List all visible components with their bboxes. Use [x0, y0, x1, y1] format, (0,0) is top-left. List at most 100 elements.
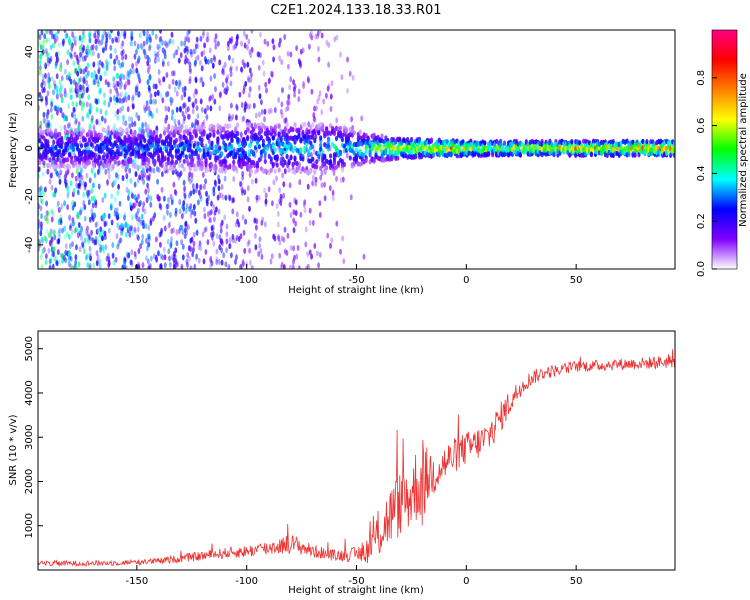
- heat-speckle: [73, 201, 77, 208]
- heat-speckle: [127, 189, 131, 196]
- heat-speckle: [145, 237, 148, 244]
- heat-speckle: [80, 235, 83, 242]
- heat-speckle: [82, 34, 86, 41]
- heat-speckle: [130, 30, 134, 37]
- heat-speckle: [126, 164, 129, 171]
- heat-band-cell: [147, 158, 151, 164]
- heat-speckle: [171, 169, 175, 176]
- heat-band-cell: [309, 169, 313, 175]
- heat-speckle: [130, 249, 134, 256]
- heat-band-cell: [135, 145, 139, 151]
- heat-band-cell: [125, 127, 129, 133]
- heat-speckle: [227, 264, 231, 269]
- heat-speckle: [68, 250, 71, 257]
- heat-speckle: [136, 43, 140, 50]
- heat-speckle: [92, 262, 96, 269]
- heat-band-cell: [321, 149, 325, 155]
- heat-band-cell: [265, 146, 269, 152]
- heat-band-cell: [297, 133, 301, 139]
- heat-band-cell: [483, 140, 487, 146]
- heat-speckle: [128, 123, 132, 129]
- heat-speckle: [148, 87, 152, 94]
- heat-band-cell: [210, 140, 214, 146]
- heat-speckle: [194, 59, 197, 66]
- heat-band-cell: [131, 147, 135, 153]
- heat-speckle: [40, 221, 43, 228]
- heat-speckle: [88, 37, 92, 44]
- heat-speckle: [163, 225, 167, 232]
- heat-speckle: [230, 252, 233, 259]
- heat-band-cell: [319, 135, 323, 141]
- heat-speckle: [51, 33, 54, 40]
- heat-speckle: [90, 208, 94, 215]
- heat-speckle: [342, 258, 346, 265]
- heat-speckle: [101, 214, 105, 221]
- heat-speckle: [266, 40, 270, 47]
- heat-speckle: [68, 214, 71, 221]
- heat-speckle: [113, 58, 117, 65]
- heat-speckle: [257, 51, 260, 58]
- heat-speckle: [156, 51, 160, 58]
- heat-speckle: [63, 200, 66, 207]
- heat-band-cell: [123, 153, 127, 159]
- heat-band-cell: [54, 159, 58, 166]
- heat-speckle: [149, 195, 153, 202]
- heat-band-cell: [271, 135, 275, 141]
- heat-speckle: [98, 247, 102, 254]
- heat-speckle: [145, 34, 149, 41]
- heat-speckle: [161, 171, 164, 178]
- heat-speckle: [82, 77, 85, 83]
- heat-speckle: [205, 36, 209, 43]
- y-tick-label: 1000: [24, 513, 35, 538]
- heat-speckle: [96, 77, 100, 84]
- heat-speckle: [319, 174, 323, 181]
- heat-band-cell: [269, 125, 273, 131]
- heat-speckle: [291, 263, 295, 269]
- heat-speckle: [247, 104, 251, 110]
- heat-speckle: [94, 221, 98, 228]
- heat-speckle: [192, 204, 196, 211]
- heat-speckle: [57, 30, 60, 34]
- heat-speckle: [91, 202, 95, 209]
- heat-speckle: [252, 102, 256, 109]
- heat-speckle: [116, 114, 120, 121]
- heat-speckle: [172, 52, 176, 59]
- heat-speckle: [122, 74, 126, 81]
- heat-speckle: [38, 186, 42, 193]
- heat-speckle: [227, 45, 230, 52]
- heat-speckle: [64, 134, 67, 141]
- heat-speckle: [68, 224, 72, 231]
- heat-speckle: [92, 61, 96, 68]
- heat-band-cell: [309, 140, 313, 146]
- heat-speckle: [203, 206, 206, 213]
- heat-speckle: [210, 57, 213, 64]
- x-tick-label: -150: [125, 576, 148, 587]
- heat-speckle: [235, 114, 238, 121]
- heat-speckle: [244, 218, 248, 225]
- heat-speckle: [171, 254, 174, 261]
- heat-band-cell: [107, 130, 111, 136]
- heat-speckle: [307, 121, 311, 128]
- heat-speckle: [88, 177, 92, 184]
- heat-speckle: [265, 87, 268, 94]
- heat-speckle: [137, 248, 141, 254]
- heat-speckle: [351, 74, 355, 81]
- heat-speckle: [40, 82, 44, 89]
- heat-speckle: [120, 230, 123, 236]
- heat-band-cell: [540, 138, 544, 145]
- heat-speckle: [75, 84, 79, 91]
- heat-speckle: [45, 253, 48, 260]
- heat-speckle: [292, 227, 296, 234]
- heat-speckle: [48, 258, 52, 265]
- heat-speckle: [231, 113, 235, 120]
- heat-band-cell: [77, 164, 82, 170]
- heat-band-cell: [174, 159, 178, 165]
- heat-speckle: [83, 215, 87, 222]
- heat-speckle: [180, 94, 184, 101]
- heat-speckle: [134, 157, 138, 164]
- heat-speckle: [283, 226, 287, 233]
- heat-speckle: [48, 57, 52, 64]
- heat-speckle: [192, 102, 195, 109]
- heat-speckle: [192, 231, 196, 238]
- heat-speckle: [203, 227, 207, 234]
